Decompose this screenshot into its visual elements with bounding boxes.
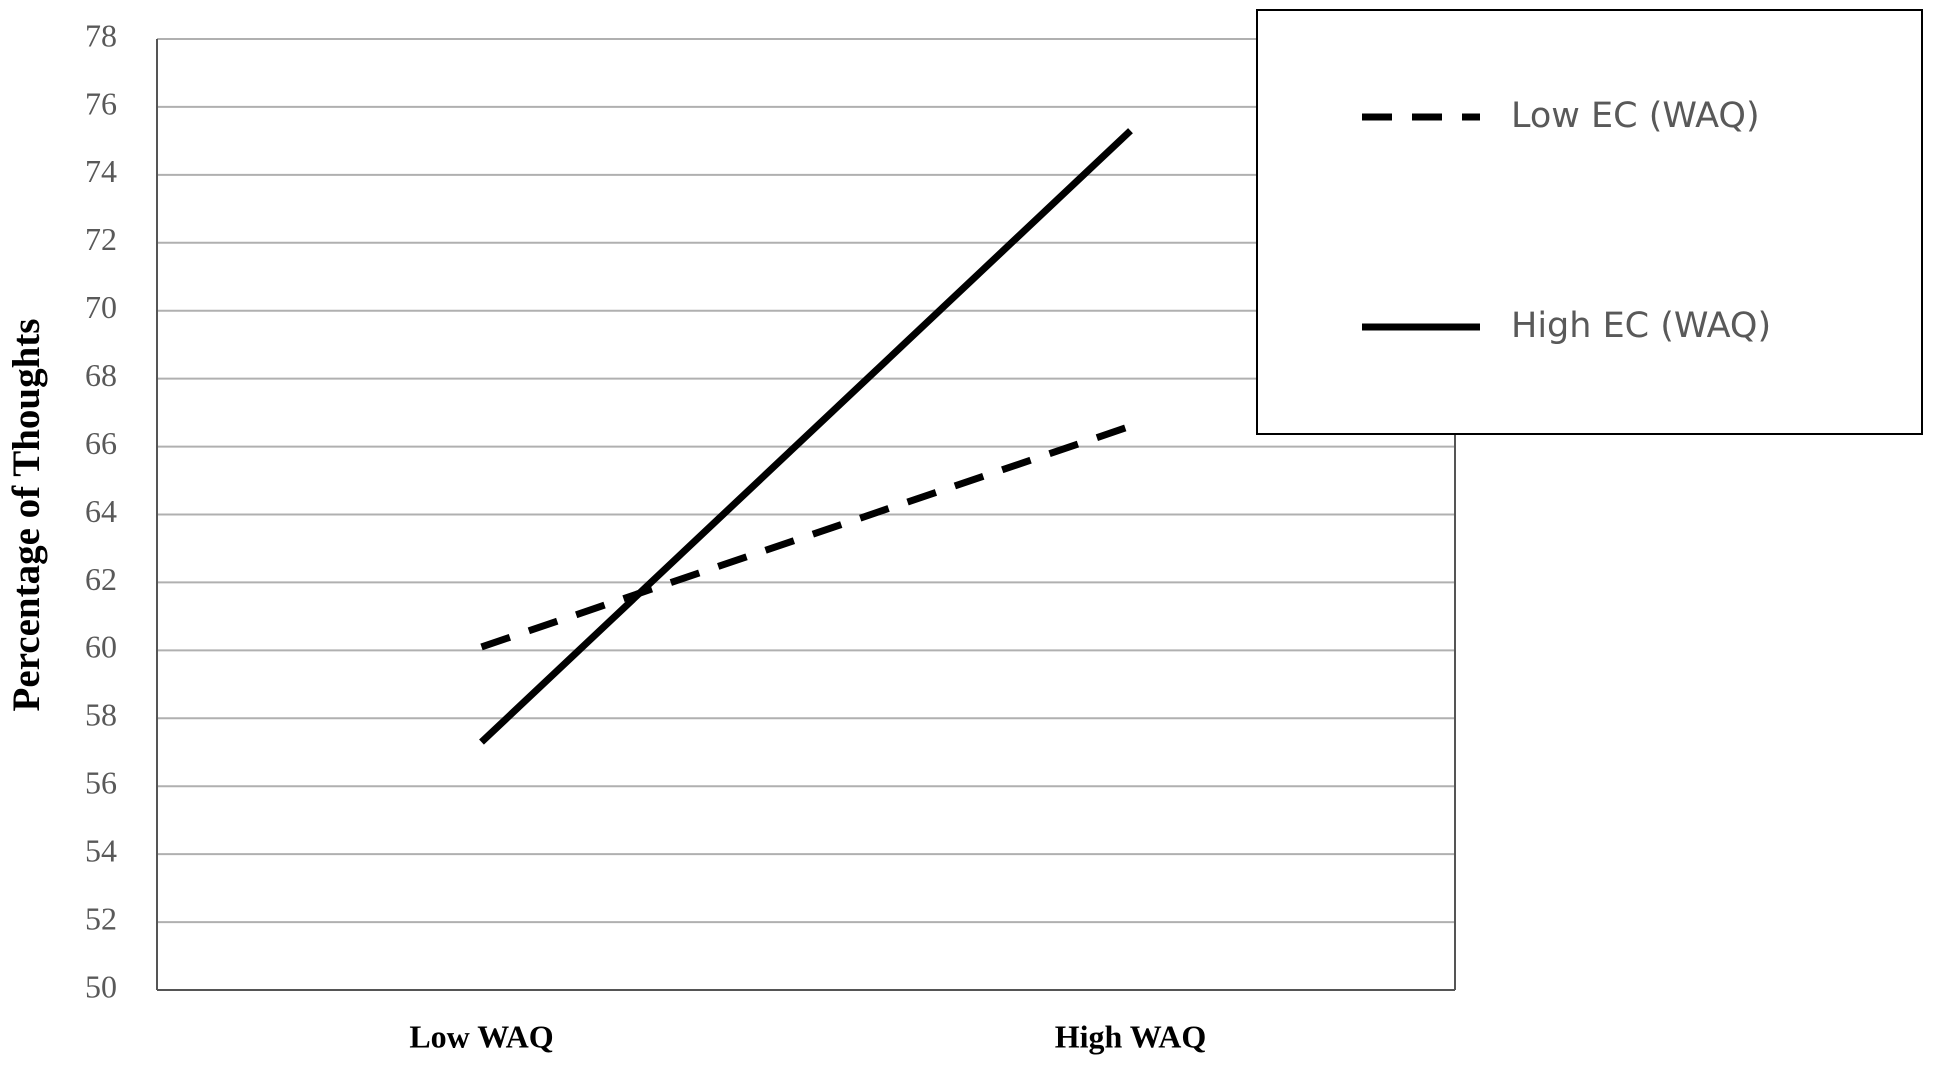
y-tick-label: 70	[85, 289, 117, 325]
y-tick-label: 54	[85, 832, 117, 868]
legend-label: High EC (WAQ)	[1511, 306, 1771, 346]
series-line	[479, 128, 1133, 745]
y-tick-label: 68	[85, 357, 117, 393]
series-line	[480, 422, 1132, 651]
legend-label: Low EC (WAQ)	[1511, 96, 1760, 136]
y-tick-label: 52	[85, 900, 117, 936]
y-axis-title: Percentage of Thoughts	[5, 319, 48, 712]
x-tick-label: Low WAQ	[409, 1018, 553, 1054]
y-tick-label: 50	[85, 968, 117, 1004]
y-tick-label: 76	[85, 85, 117, 121]
y-tick-label: 56	[85, 765, 117, 801]
y-tick-label: 64	[85, 493, 117, 529]
y-tick-label: 62	[85, 561, 117, 597]
y-tick-label: 58	[85, 697, 117, 733]
x-tick-label: High WAQ	[1055, 1018, 1206, 1054]
y-tick-label: 72	[85, 221, 117, 257]
legend-box	[1256, 9, 1923, 435]
y-tick-label: 60	[85, 629, 117, 665]
y-tick-label: 66	[85, 425, 117, 461]
y-tick-label: 78	[85, 17, 117, 53]
y-tick-label: 74	[85, 153, 117, 189]
